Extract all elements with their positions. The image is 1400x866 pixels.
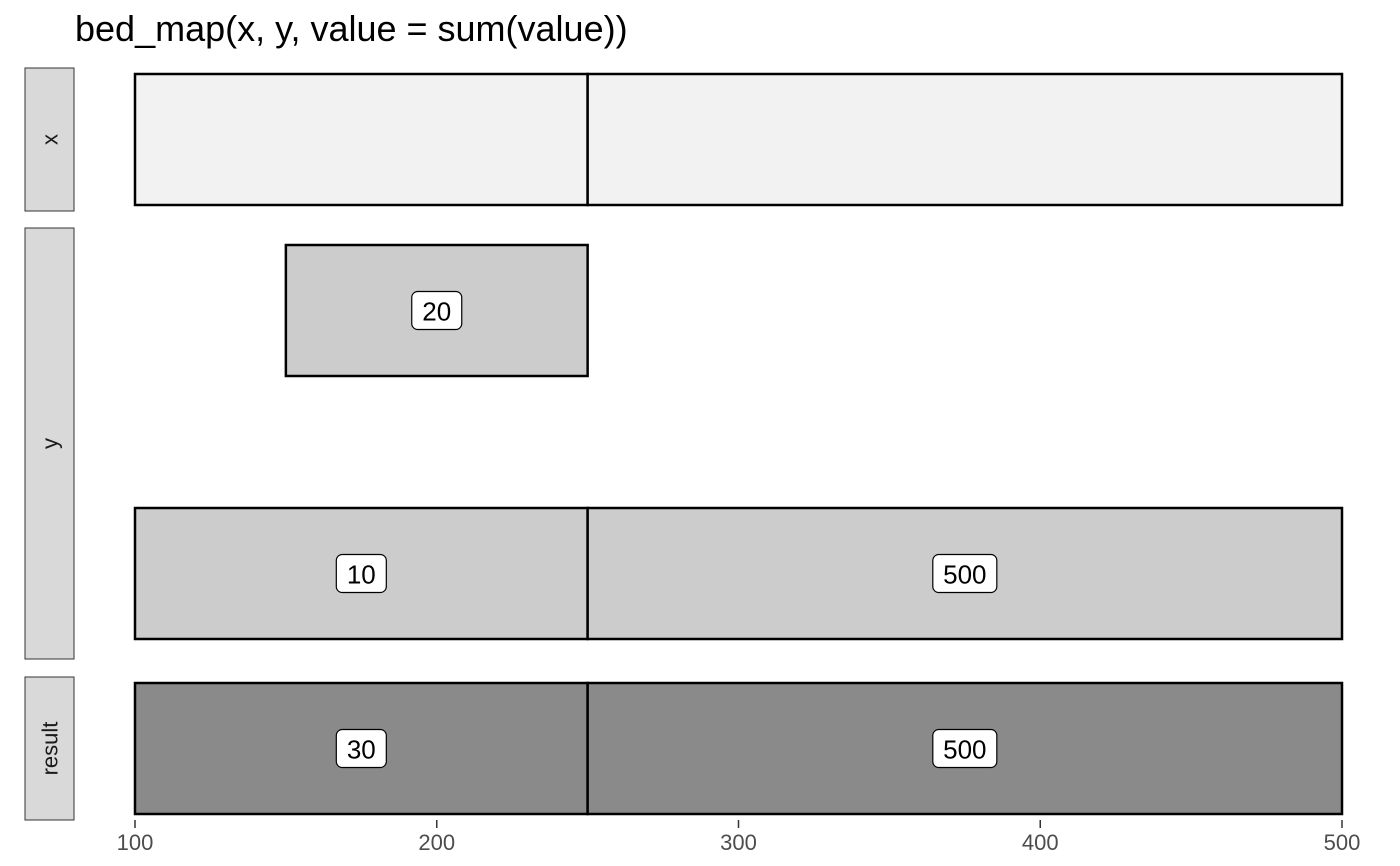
strip-x	[24, 67, 75, 212]
data-label-box	[932, 728, 998, 769]
strip-label-result: result	[38, 722, 63, 776]
data-label-box	[932, 553, 998, 594]
chart-title: bed_map(x, y, value = sum(value))	[75, 8, 628, 49]
interval-bar	[586, 72, 1344, 207]
strip-y	[24, 227, 75, 660]
strip-label-x: x	[38, 134, 63, 145]
x-tick-label: 400	[1022, 830, 1059, 855]
panel-x: x	[24, 67, 1344, 212]
data-label-box	[335, 728, 387, 769]
data-label-box	[335, 553, 387, 594]
x-tick-label: 300	[720, 830, 757, 855]
x-tick-label: 200	[418, 830, 455, 855]
data-label: 20	[422, 297, 451, 327]
data-label: 500	[943, 560, 986, 590]
data-label: 10	[347, 560, 376, 590]
data-label: 30	[347, 735, 376, 765]
x-tick-label: 500	[1324, 830, 1361, 855]
data-label-box	[411, 290, 463, 331]
panel-y: y 20 10 500	[24, 227, 1344, 660]
data-label: 500	[943, 735, 986, 765]
panel-result: result 30 500	[24, 676, 1344, 821]
strip-result	[24, 676, 75, 821]
interval-bar	[586, 506, 1344, 641]
x-tick-label: 100	[117, 830, 154, 855]
strip-label-y: y	[38, 438, 63, 449]
interval-bar	[133, 72, 589, 207]
